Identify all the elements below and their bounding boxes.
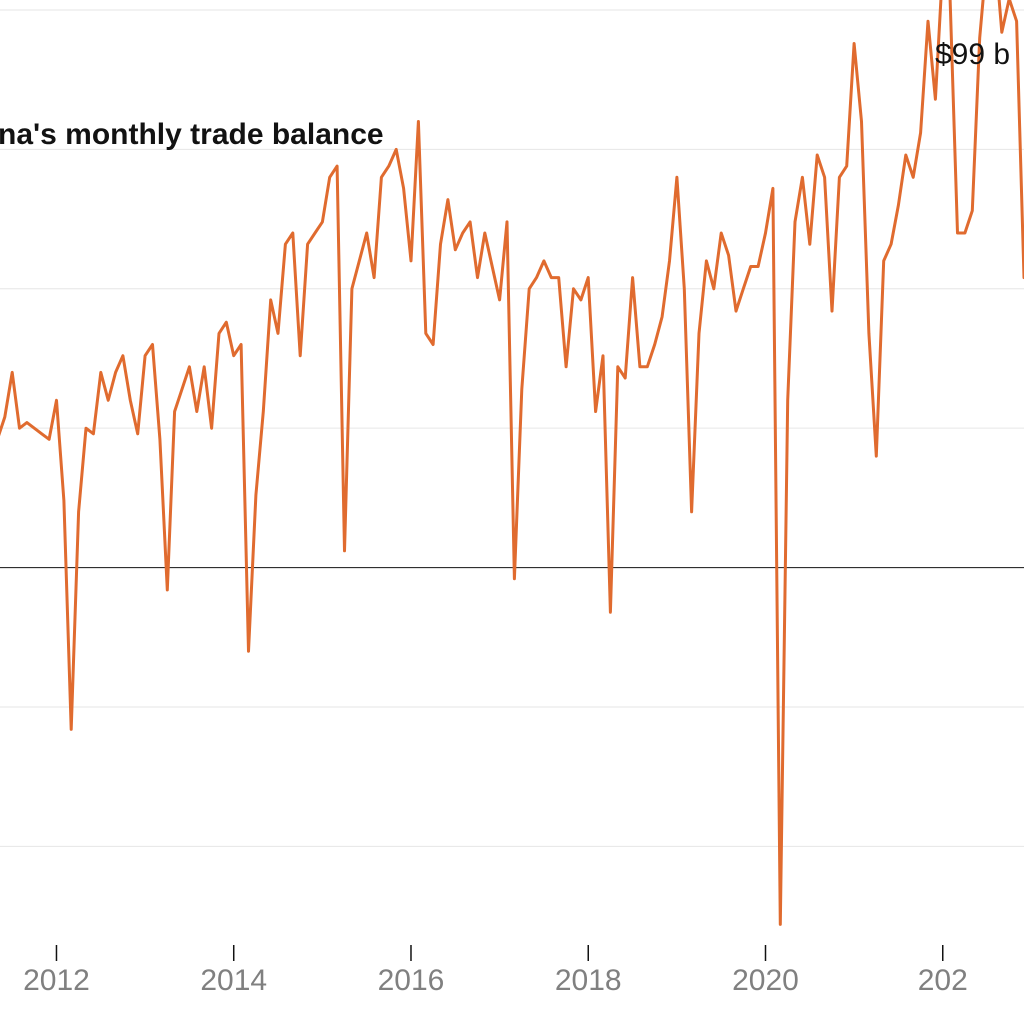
x-axis-label: 2020 (732, 964, 799, 997)
x-axis-label: 2016 (378, 964, 445, 997)
x-axis-label: 2018 (555, 964, 622, 997)
endpoint-label: $99 b (935, 38, 1010, 72)
trade-balance-chart: 2012 2014 2016 2018 2020 202 na's monthly tra… (0, 0, 1024, 1024)
x-axis-label: 2014 (200, 964, 267, 997)
chart-title: na's monthly trade balance (0, 118, 384, 152)
chart-svg: 2012 2014 2016 2018 2020 202 (0, 0, 1024, 1024)
x-axis-label: 2012 (23, 964, 90, 997)
x-axis-label: 202 (918, 964, 968, 997)
